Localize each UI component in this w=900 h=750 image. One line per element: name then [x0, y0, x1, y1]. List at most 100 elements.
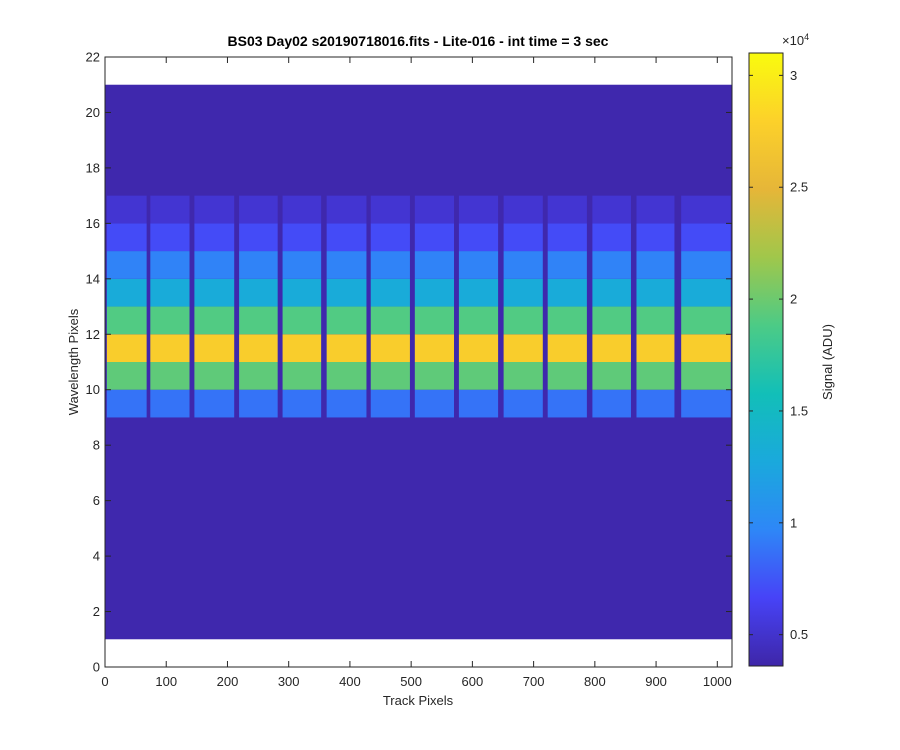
- x-tick-label: 500: [400, 674, 422, 689]
- heatmap-cell: [282, 334, 322, 362]
- colorbar-tick-label: 3: [790, 68, 797, 83]
- heatmap-cell: [503, 306, 543, 335]
- heatmap-cell: [458, 195, 499, 224]
- heatmap-cell: [150, 306, 190, 335]
- heatmap-cell: [239, 223, 278, 252]
- heatmap-band: [326, 195, 367, 418]
- x-axis-label: Track Pixels: [383, 693, 454, 708]
- heatmap-cell: [636, 195, 675, 224]
- heatmap-cell: [414, 251, 455, 279]
- heatmap-cell: [239, 334, 278, 362]
- heatmap-band: [106, 195, 147, 418]
- heatmap-cell: [282, 195, 322, 224]
- heatmap-cell: [503, 278, 543, 307]
- heatmap-cell: [592, 251, 631, 279]
- heatmap-cell: [414, 334, 455, 362]
- heatmap-cell: [458, 362, 499, 390]
- heatmap-cell: [458, 251, 499, 279]
- heatmap-cell: [681, 362, 731, 390]
- x-tick-label: 0: [101, 674, 108, 689]
- y-tick-label: 20: [86, 105, 100, 120]
- y-tick-label: 2: [93, 604, 100, 619]
- heatmap-cell: [282, 223, 322, 252]
- heatmap-cell: [326, 389, 367, 418]
- heatmap-cell: [503, 251, 543, 279]
- heatmap-cell: [636, 334, 675, 362]
- heatmap-cell: [503, 334, 543, 362]
- heatmap-cell: [547, 223, 587, 252]
- heatmap-cell: [150, 278, 190, 307]
- heatmap-cell: [106, 195, 147, 224]
- x-tick-label: 600: [462, 674, 484, 689]
- heatmap-cell: [370, 389, 410, 418]
- heatmap-cell: [106, 223, 147, 252]
- axes-frame: [104, 56, 733, 668]
- heatmap-cell: [547, 389, 587, 418]
- heatmap-cell: [547, 278, 587, 307]
- heatmap-cell: [194, 334, 235, 362]
- chart-title: BS03 Day02 s20190718016.fits - Lite-016 …: [228, 33, 609, 49]
- heatmap-cell: [194, 223, 235, 252]
- heatmap-cell: [547, 251, 587, 279]
- heatmap-cell: [681, 389, 731, 418]
- heatmap-cell: [106, 306, 147, 335]
- heatmap-band: [414, 195, 455, 418]
- y-tick-label: 10: [86, 382, 100, 397]
- heatmap-cell: [458, 389, 499, 418]
- heatmap-cell: [458, 306, 499, 335]
- heatmap-cell: [150, 195, 190, 224]
- heatmap-cell: [636, 362, 675, 390]
- heatmap-cell: [681, 251, 731, 279]
- heatmap-cell: [414, 306, 455, 335]
- heatmap-cell: [414, 362, 455, 390]
- heatmap-cell: [547, 334, 587, 362]
- heatmap-cell: [239, 278, 278, 307]
- colorbar-tick-label: 2: [790, 292, 797, 307]
- heatmap-cell: [681, 306, 731, 335]
- heatmap-cell: [681, 195, 731, 224]
- y-axis-ticks: 0 2 4 6 8 10 12 14 16 18 20 22: [86, 50, 732, 675]
- heatmap-cell: [106, 389, 147, 418]
- colorbar-label: Signal (ADU): [820, 324, 835, 400]
- heatmap-cell: [106, 362, 147, 390]
- heatmap-band: [592, 195, 631, 418]
- heatmap-cell: [592, 223, 631, 252]
- x-tick-label: 1000: [703, 674, 732, 689]
- heatmap-cell: [370, 223, 410, 252]
- heatmap-cell: [547, 362, 587, 390]
- heatmap-cell: [239, 389, 278, 418]
- heatmap-cell: [194, 195, 235, 224]
- heatmap-band: [458, 195, 499, 418]
- heatmap-band: [636, 195, 675, 418]
- y-tick-label: 0: [93, 660, 100, 675]
- y-tick-label: 22: [86, 50, 100, 65]
- heatmap-cell: [458, 278, 499, 307]
- heatmap-cell: [370, 306, 410, 335]
- heatmap-cell: [194, 278, 235, 307]
- heatmap-band: [547, 195, 587, 418]
- heatmap-cell: [239, 195, 278, 224]
- x-tick-label: 700: [523, 674, 545, 689]
- heatmap-cell: [414, 389, 455, 418]
- heatmap-cells: [105, 84, 732, 640]
- heatmap-cell: [239, 306, 278, 335]
- heatmap-cell: [282, 278, 322, 307]
- heatmap-cell: [150, 334, 190, 362]
- heatmap-cell: [106, 334, 147, 362]
- plot-area: 0 100 200 300 400 500 600 700 800 900 1000 0 2 4 6 8 10…: [86, 50, 733, 689]
- heatmap-cell: [106, 278, 147, 307]
- heatmap-cell: [194, 306, 235, 335]
- heatmap-cell: [681, 278, 731, 307]
- heatmap-cell: [547, 195, 587, 224]
- colorbar-exponent-base: ×10: [782, 33, 804, 48]
- colorbar-tick-label: 1: [790, 515, 797, 530]
- heatmap-cell: [239, 251, 278, 279]
- heatmap-cell: [636, 278, 675, 307]
- heatmap-cell: [282, 306, 322, 335]
- heatmap-cell: [592, 362, 631, 390]
- heatmap-cell: [326, 251, 367, 279]
- heatmap-cell: [239, 362, 278, 390]
- heatmap-cell: [326, 223, 367, 252]
- heatmap-cell: [681, 334, 731, 362]
